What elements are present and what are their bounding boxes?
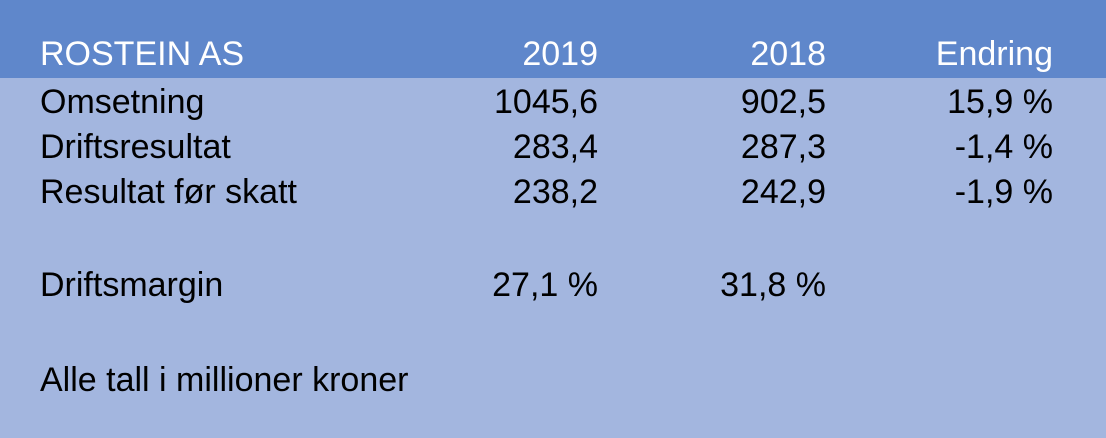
change-header: Endring — [935, 35, 1053, 73]
table-header-band — [0, 0, 1106, 78]
driftsresultat-2018-value: 287,3 — [740, 128, 826, 166]
row-label-omsetning: Omsetning — [40, 83, 205, 121]
driftsmargin-2018-value: 31,8 % — [720, 266, 826, 304]
row-label-resultat-for-skatt: Resultat før skatt — [40, 173, 297, 211]
row-label-driftsmargin: Driftsmargin — [40, 266, 224, 304]
driftsresultat-2019-value: 283,4 — [512, 128, 598, 166]
driftsresultat-change-value: -1,4 % — [954, 128, 1053, 166]
row-label-driftsresultat: Driftsresultat — [40, 128, 231, 166]
units-note: Alle tall i millioner kroner — [40, 361, 409, 399]
company-name-header: ROSTEIN AS — [40, 35, 245, 73]
omsetning-2018-value: 902,5 — [740, 83, 826, 121]
omsetning-change-value: 15,9 % — [947, 83, 1053, 121]
driftsmargin-2019-value: 27,1 % — [492, 266, 598, 304]
resultat-for-skatt-2018-value: 242,9 — [740, 173, 826, 211]
omsetning-2019-value: 1045,6 — [494, 83, 598, 121]
year-2019-header: 2019 — [522, 35, 598, 73]
year-2018-header: 2018 — [750, 35, 826, 73]
resultat-for-skatt-2019-value: 238,2 — [512, 173, 598, 211]
resultat-for-skatt-change-value: -1,9 % — [954, 173, 1053, 211]
